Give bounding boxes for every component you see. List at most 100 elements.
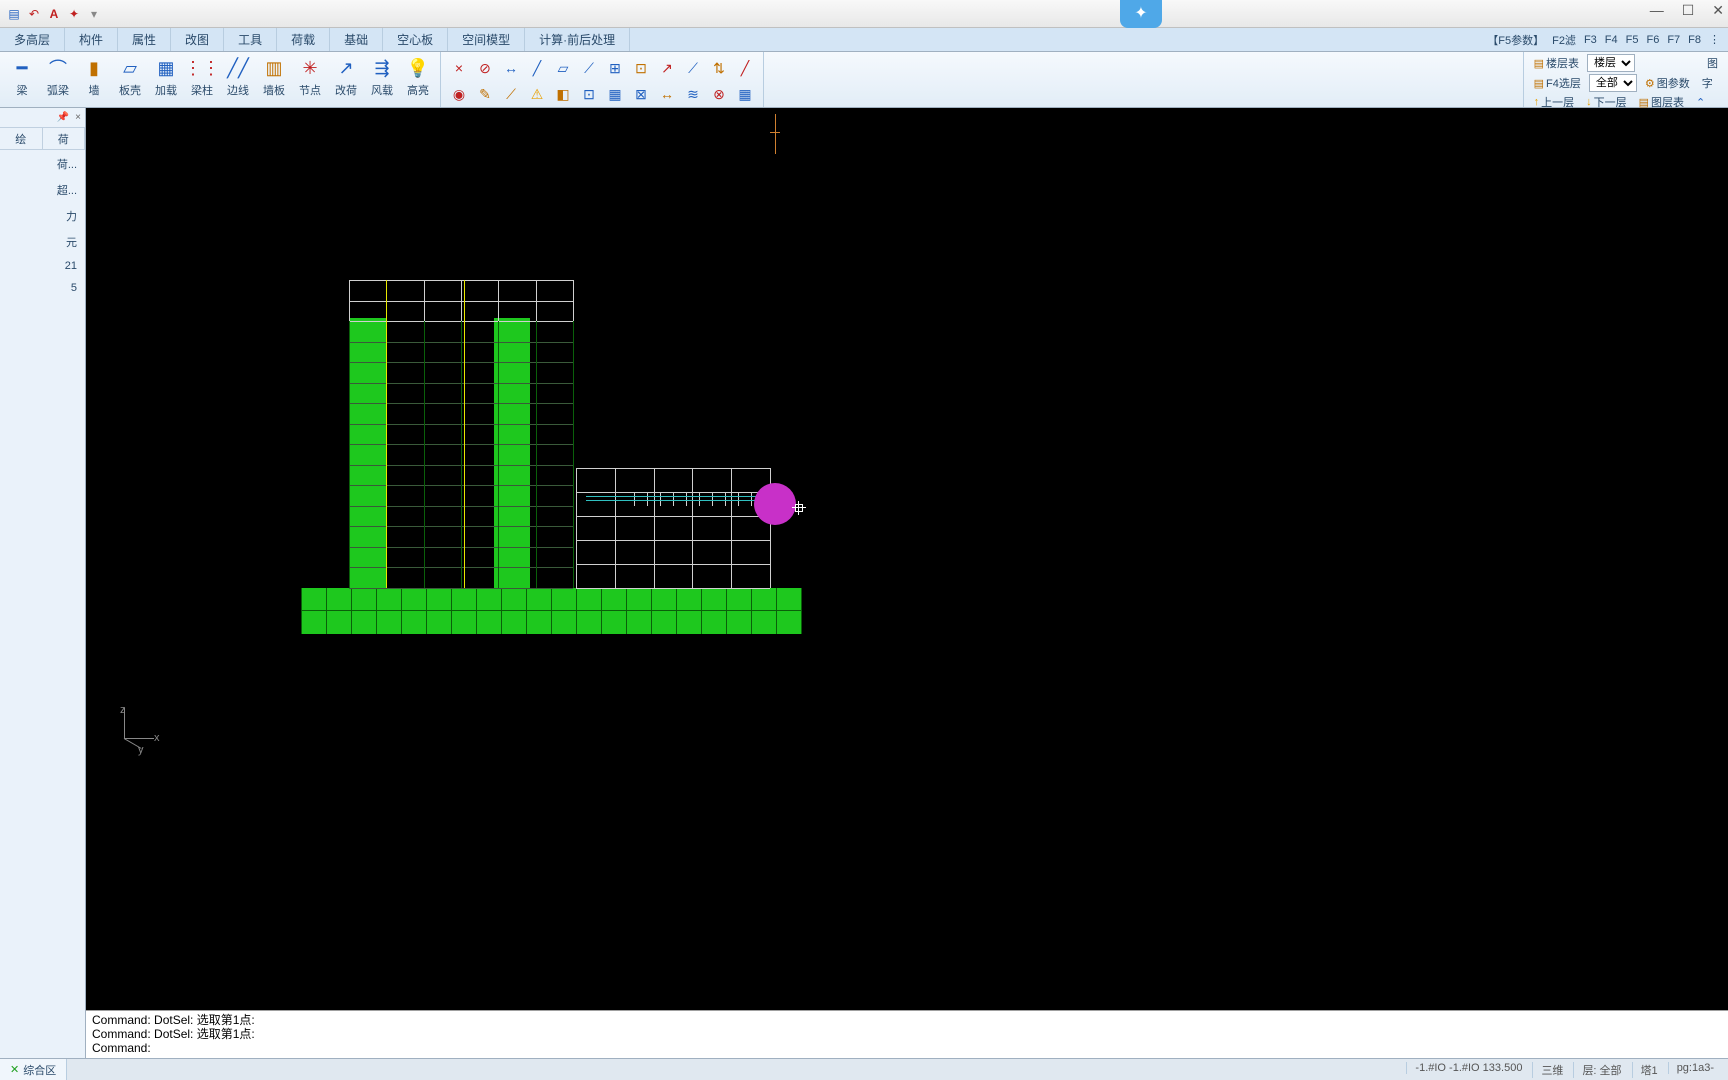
ribbon-tool-18[interactable]: ⟋ bbox=[681, 56, 705, 80]
ribbon-tool-0[interactable]: × bbox=[447, 56, 471, 80]
ribbon-tool-23[interactable]: ▦ bbox=[733, 82, 757, 106]
fkey-5[interactable]: F6 bbox=[1646, 34, 1659, 46]
menu-item-8[interactable]: 空间模型 bbox=[448, 28, 525, 51]
model-element bbox=[576, 540, 770, 541]
fkey-8[interactable]: ⋮ bbox=[1709, 33, 1720, 46]
ribbon-icon: ▥ bbox=[262, 56, 286, 80]
ribbon-tool-8[interactable]: ▱ bbox=[551, 56, 575, 80]
ribbon-tool-6[interactable]: ╱ bbox=[525, 56, 549, 80]
ribbon: ━梁⌒弧梁▮墙▱板壳▦加载⋮⋮梁柱╱╱边线▥墙板✳节点↗改荷⇶风载💡高亮 ×◉⊘… bbox=[0, 52, 1728, 108]
menu-item-4[interactable]: 工具 bbox=[224, 28, 277, 51]
fig-params-button[interactable]: ⚙图参数 bbox=[1641, 75, 1694, 91]
side-item-0[interactable]: 荷... bbox=[4, 156, 81, 172]
ribbon-btn-高亮[interactable]: 💡高亮 bbox=[400, 54, 436, 100]
fkey-2[interactable]: F3 bbox=[1584, 34, 1597, 46]
ribbon-btn-板壳[interactable]: ▱板壳 bbox=[112, 54, 148, 100]
ribbon-tool-10[interactable]: ⟋ bbox=[577, 56, 601, 80]
fkey-3[interactable]: F4 bbox=[1605, 34, 1618, 46]
fkey-4[interactable]: F5 bbox=[1626, 34, 1639, 46]
status-cells: -1.#IO -1.#IO 133.500三维层: 全部塔1pg:1a3- bbox=[1406, 1062, 1728, 1078]
qat-icon-undo[interactable]: ↶ bbox=[26, 6, 42, 22]
pin-icon[interactable]: 📌 bbox=[57, 112, 69, 123]
model-element bbox=[576, 516, 770, 517]
side-item-3[interactable]: 元 bbox=[4, 234, 81, 250]
ribbon-tool-20[interactable]: ⇅ bbox=[707, 56, 731, 80]
ribbon-btn-边线[interactable]: ╱╱边线 bbox=[220, 54, 256, 100]
ribbon-tool-11[interactable]: ⊡ bbox=[577, 82, 601, 106]
ribbon-btn-梁柱[interactable]: ⋮⋮梁柱 bbox=[184, 54, 220, 100]
text-button[interactable]: 字 bbox=[1698, 75, 1717, 91]
maximize-button[interactable]: ☐ bbox=[1682, 2, 1695, 19]
side-tab-load[interactable]: 荷 bbox=[43, 128, 86, 149]
layer-select[interactable]: 全部 bbox=[1589, 74, 1637, 92]
model-element bbox=[676, 588, 677, 634]
floor-select[interactable]: 楼层 bbox=[1587, 54, 1635, 72]
qat-dropdown-icon[interactable]: ▾ bbox=[86, 6, 102, 22]
side-item-5[interactable]: 5 bbox=[4, 282, 81, 294]
minimize-button[interactable]: — bbox=[1650, 2, 1664, 19]
menu-item-5[interactable]: 荷载 bbox=[277, 28, 330, 51]
ribbon-tool-21[interactable]: ⊗ bbox=[707, 82, 731, 106]
ribbon-tool-2[interactable]: ⊘ bbox=[473, 56, 497, 80]
menu-item-0[interactable]: 多高层 bbox=[0, 28, 65, 51]
ribbon-tool-17[interactable]: ↔ bbox=[655, 82, 679, 106]
menu-item-9[interactable]: 计算·前后处理 bbox=[525, 28, 630, 51]
fkey-0[interactable]: 【F5参数】 bbox=[1487, 32, 1544, 48]
side-item-1[interactable]: 超... bbox=[4, 182, 81, 198]
ribbon-tool-15[interactable]: ⊠ bbox=[629, 82, 653, 106]
ribbon-btn-节点[interactable]: ✳节点 bbox=[292, 54, 328, 100]
ribbon-btn-墙[interactable]: ▮墙 bbox=[76, 54, 112, 100]
model-element bbox=[326, 588, 327, 634]
model-element bbox=[498, 280, 499, 321]
menu-item-7[interactable]: 空心板 bbox=[383, 28, 448, 51]
model-element bbox=[576, 468, 577, 588]
fkey-6[interactable]: F7 bbox=[1667, 34, 1680, 46]
model-element bbox=[501, 588, 502, 634]
quick-access-toolbar: ▤ ↶ A ✦ ▾ bbox=[0, 6, 108, 22]
menu-item-2[interactable]: 属性 bbox=[118, 28, 171, 51]
fkey-7[interactable]: F8 bbox=[1688, 34, 1701, 46]
menu-item-1[interactable]: 构件 bbox=[65, 28, 118, 51]
panel-close-icon[interactable]: × bbox=[75, 112, 81, 123]
qat-icon-a[interactable]: A bbox=[46, 6, 62, 22]
ribbon-btn-加载[interactable]: ▦加载 bbox=[148, 54, 184, 100]
close-button[interactable]: ✕ bbox=[1712, 2, 1724, 19]
side-item-4[interactable]: 21 bbox=[4, 260, 81, 272]
menu-item-3[interactable]: 改图 bbox=[171, 28, 224, 51]
qat-icon-app[interactable]: ▤ bbox=[6, 6, 22, 22]
ribbon-tool-7[interactable]: ⚠ bbox=[525, 82, 549, 106]
fkey-1[interactable]: F2滤 bbox=[1552, 32, 1576, 48]
command-line[interactable]: Command: DotSel: 选取第1点: Command: DotSel:… bbox=[86, 1010, 1728, 1058]
ribbon-tool-9[interactable]: ◧ bbox=[551, 82, 575, 106]
model-element bbox=[701, 588, 702, 634]
arrow-down-icon: ↓ bbox=[1586, 96, 1592, 108]
fig-button[interactable]: 图 bbox=[1703, 55, 1722, 71]
ribbon-tool-13[interactable]: ▦ bbox=[603, 82, 627, 106]
ribbon-tool-4[interactable]: ↔ bbox=[499, 56, 523, 80]
menu-item-6[interactable]: 基础 bbox=[330, 28, 383, 51]
ribbon-tool-3[interactable]: ✎ bbox=[473, 82, 497, 106]
ribbon-btn-风载[interactable]: ⇶风载 bbox=[364, 54, 400, 100]
ribbon-btn-梁[interactable]: ━梁 bbox=[4, 54, 40, 100]
ribbon-tool-12[interactable]: ⊞ bbox=[603, 56, 627, 80]
ribbon-btn-弧梁[interactable]: ⌒弧梁 bbox=[40, 54, 76, 100]
ribbon-tool-5[interactable]: ⟋ bbox=[499, 82, 523, 106]
side-tab-draw[interactable]: 绘 bbox=[0, 128, 43, 149]
model-canvas[interactable]: z x y bbox=[86, 108, 1728, 1010]
work-area: z x y Command: DotSel: 选取第1点: Command: D… bbox=[86, 108, 1728, 1058]
ribbon-btn-改荷[interactable]: ↗改荷 bbox=[328, 54, 364, 100]
ribbon-tool-1[interactable]: ◉ bbox=[447, 82, 471, 106]
ribbon-tool-22[interactable]: ╱ bbox=[733, 56, 757, 80]
ribbon-tool-14[interactable]: ⊡ bbox=[629, 56, 653, 80]
side-item-2[interactable]: 力 bbox=[4, 208, 81, 224]
ribbon-btn-墙板[interactable]: ▥墙板 bbox=[256, 54, 292, 100]
model-element bbox=[551, 588, 552, 634]
f4-layer-button[interactable]: ▤F4选层 bbox=[1530, 75, 1585, 91]
cmd-line-1: Command: DotSel: 选取第1点: bbox=[92, 1013, 1722, 1027]
qat-icon-star[interactable]: ✦ bbox=[66, 6, 82, 22]
floor-table-button[interactable]: ▤楼层表 bbox=[1530, 55, 1583, 71]
ribbon-tool-16[interactable]: ↗ bbox=[655, 56, 679, 80]
ribbon-tool-19[interactable]: ≋ bbox=[681, 82, 705, 106]
bottom-tab[interactable]: ✕ 综合区 bbox=[0, 1059, 67, 1080]
expand-icon[interactable]: ⌃ bbox=[1692, 96, 1709, 109]
